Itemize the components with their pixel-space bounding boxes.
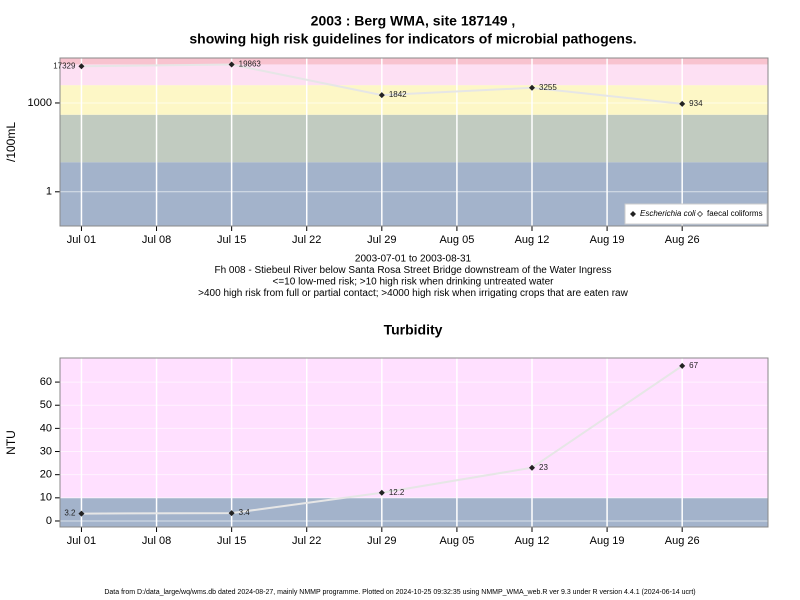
footer: Data from D:/data_large/wq/wms.db dated … [104,589,695,596]
chart-title: showing high risk guidelines for indicat… [189,31,636,47]
data-point [228,61,235,68]
legend-label: faecal coliforms [707,209,763,218]
chart-title: 2003 : Berg WMA, site 187149 , [311,13,516,29]
data-point [679,362,686,369]
x-tick-label: Jul 29 [367,535,396,547]
caption-line: <=10 low-med risk; >10 high risk when dr… [273,277,555,288]
chart-title: Turbidity [384,322,443,338]
plot-frame [59,357,769,528]
y-tick-label: 1000 [28,97,52,109]
risk-band [60,64,768,86]
y-tick-label: 0 [46,515,52,527]
legend-label: Escherichia coli [640,209,696,218]
data-point [78,63,85,70]
x-tick-label: Jul 15 [217,535,246,547]
data-point [378,489,385,496]
x-tick-label: Jul 22 [292,535,321,547]
data-label: 3255 [539,83,557,92]
plot-frame [59,57,769,227]
x-tick-label: Aug 05 [439,234,474,246]
x-tick-label: Aug 12 [515,234,550,246]
data-label: 934 [689,99,703,108]
data-point [679,100,686,107]
data-point [378,92,385,99]
x-tick-label: Aug 26 [665,535,700,547]
x-tick-label: Jul 29 [367,234,396,246]
data-point [529,84,535,91]
x-tick-label: Jul 22 [292,234,321,246]
legend-marker [697,211,703,217]
data-label: 12.2 [389,488,405,497]
data-label: 3.2 [64,509,76,518]
y-tick-label: 60 [40,376,52,388]
y-tick-label: 10 [40,492,52,504]
x-tick-label: Aug 12 [515,535,550,547]
x-tick-label: Jul 15 [217,234,246,246]
x-tick-label: Aug 26 [665,234,700,246]
x-tick-label: Jul 01 [67,535,96,547]
x-tick-label: Aug 19 [590,234,625,246]
data-label: 67 [689,361,698,370]
x-tick-label: Jul 08 [142,234,171,246]
y-axis-label: /100mL [4,122,18,162]
x-tick-label: Jul 08 [142,535,171,547]
risk-band [60,85,768,115]
legend-marker [630,211,636,217]
data-label: 19863 [239,60,262,69]
y-axis-label: NTU [4,430,18,455]
y-tick-label: 30 [40,445,52,457]
y-tick-label: 20 [40,469,52,481]
x-tick-label: Aug 05 [439,535,474,547]
data-point [78,510,85,517]
legend: Escherichia coli faecal coliforms [624,203,768,225]
caption-line: 2003-07-01 to 2003-08-31 [355,254,472,265]
data-label: 3.4 [239,508,251,517]
y-tick-label: 1 [46,186,52,198]
caption-line: >400 high risk from full or partial cont… [198,288,628,299]
x-tick-label: Jul 01 [67,234,96,246]
y-tick-label: 40 [40,422,52,434]
data-point [529,464,535,471]
y-tick-label: 50 [40,399,52,411]
x-tick-label: Aug 19 [590,535,625,547]
caption-line: Fh 008 - Stiebeul River below Santa Rosa… [214,265,611,276]
data-label: 23 [539,463,548,472]
data-point [228,510,235,517]
data-label: 1842 [389,90,407,99]
legend-box [624,203,768,225]
risk-band [60,58,768,65]
data-label: 17329 [53,61,76,70]
risk-band [60,114,768,163]
